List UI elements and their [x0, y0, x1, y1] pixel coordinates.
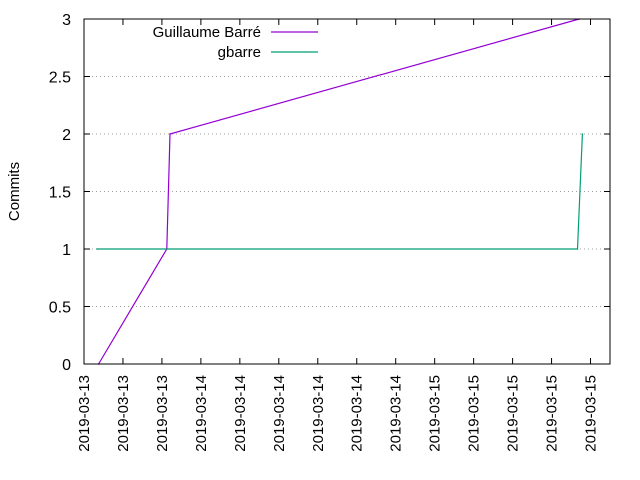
y-tick-label: 2.5: [49, 70, 71, 87]
y-tick-label: 1: [62, 242, 71, 259]
y-tick-label: 2: [62, 127, 71, 144]
x-tick-label: 2019-03-14: [388, 375, 405, 452]
x-tick-label: 2019-03-13: [154, 375, 171, 452]
x-tick-label: 2019-03-15: [583, 375, 600, 452]
data-point: [169, 133, 171, 135]
x-tick-label: 2019-03-15: [544, 375, 561, 452]
x-tick-label: 2019-03-14: [349, 375, 366, 452]
y-tick-label: 3: [62, 12, 71, 29]
x-tick-label: 2019-03-14: [193, 375, 210, 452]
y-tick-label: 1.5: [49, 185, 71, 202]
series-lines: [96, 18, 584, 365]
plot-frame: [83, 18, 611, 365]
legend-label: Guillaume Barré: [153, 24, 261, 41]
data-point: [96, 248, 98, 250]
y-axis-ticks: 0 0.5 1 1.5 2 2.5 3: [49, 12, 610, 374]
legend-label: gbarre: [218, 44, 261, 61]
legend: Guillaume Barré gbarre: [153, 24, 318, 61]
y-tick-label: 0: [62, 357, 71, 374]
y-axis-label: Commits: [6, 162, 23, 221]
x-tick-label: 2019-03-15: [466, 375, 483, 452]
series-line: [98, 18, 580, 365]
x-tick-label: 2019-03-14: [310, 375, 327, 452]
y-grid: [84, 76, 610, 307]
x-tick-label: 2019-03-15: [505, 375, 522, 452]
y-tick-label: 0.5: [49, 300, 71, 317]
x-tick-label: 2019-03-14: [232, 375, 249, 452]
data-point: [576, 248, 579, 250]
x-tick-label: 2019-03-13: [115, 375, 132, 452]
x-axis-ticks: 2019-03-13 2019-03-13 2019-03-13 2019-03-14…: [76, 19, 600, 452]
x-tick-label: 2019-03-14: [271, 375, 288, 452]
data-point: [581, 133, 584, 135]
x-tick-label: 2019-03-15: [427, 375, 444, 452]
x-tick-label: 2019-03-13: [76, 375, 93, 452]
